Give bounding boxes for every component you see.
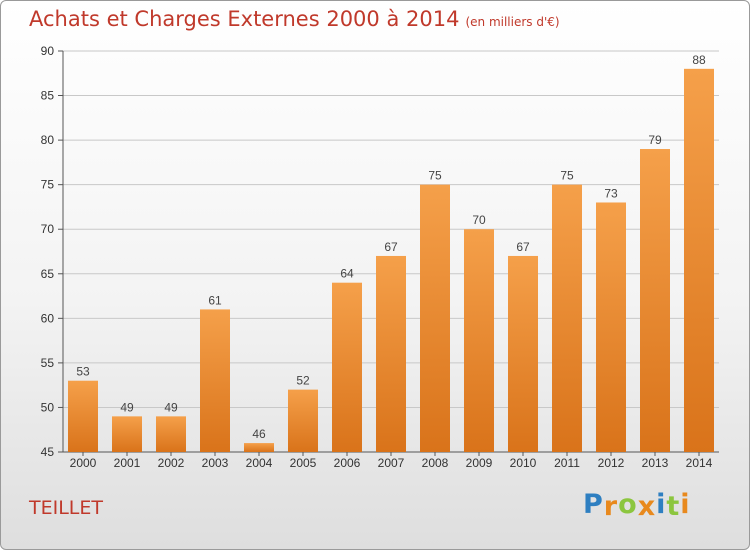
tick-labels: 45 50 55 60 65 70 75 80 85 90 2000 2001 2002 2003 2004… xyxy=(41,44,713,470)
data-label: 70 xyxy=(472,213,486,227)
x-tick-label: 2002 xyxy=(158,456,185,470)
data-label: 73 xyxy=(604,186,618,200)
x-tick-label: 2007 xyxy=(378,456,405,470)
x-tick-label: 2014 xyxy=(686,456,713,470)
logo-letter: i xyxy=(680,489,691,520)
y-tick-label: 75 xyxy=(41,178,55,192)
x-tick-label: 2000 xyxy=(70,456,97,470)
y-tick-label: 60 xyxy=(41,311,55,325)
data-label: 79 xyxy=(648,133,662,147)
y-tick-label: 65 xyxy=(41,267,55,281)
x-tick-label: 2010 xyxy=(510,456,537,470)
bar xyxy=(332,282,362,452)
bar xyxy=(112,416,142,452)
logo-letter: i xyxy=(656,489,667,520)
y-tick-label: 80 xyxy=(41,133,55,147)
data-labels: 53 49 49 61 46 52 64 67 75 70 67 75 73 79 88 xyxy=(76,53,706,441)
bar xyxy=(420,184,450,452)
bar xyxy=(552,184,582,452)
bar xyxy=(244,443,274,452)
proxiti-logo: Proxiti xyxy=(583,489,691,522)
data-label: 49 xyxy=(120,400,134,414)
data-label: 52 xyxy=(296,374,310,388)
x-tick-label: 2003 xyxy=(202,456,229,470)
x-tick-label: 2006 xyxy=(334,456,361,470)
bar xyxy=(68,380,98,452)
data-label: 67 xyxy=(384,240,398,254)
bar xyxy=(156,416,186,452)
logo-letter: o xyxy=(618,489,638,520)
bar xyxy=(640,149,670,452)
logo-letter: t xyxy=(666,491,681,522)
x-tick-label: 2005 xyxy=(290,456,317,470)
bar xyxy=(508,255,538,452)
logo-letter: P xyxy=(583,489,604,520)
chart-unit: (en milliers d'€) xyxy=(465,15,560,29)
data-label: 49 xyxy=(164,400,178,414)
data-label: 46 xyxy=(252,427,266,441)
bars xyxy=(68,68,714,453)
y-tick-label: 55 xyxy=(41,356,55,370)
data-label: 88 xyxy=(692,53,706,67)
data-label: 67 xyxy=(516,240,530,254)
x-tick-label: 2012 xyxy=(598,456,625,470)
x-tick-label: 2009 xyxy=(466,456,493,470)
place-name: TEILLET xyxy=(29,497,103,519)
x-tick-label: 2013 xyxy=(642,456,669,470)
data-label: 75 xyxy=(560,169,574,183)
y-tick-label: 90 xyxy=(41,44,55,58)
bar xyxy=(288,389,318,452)
bar xyxy=(596,202,626,452)
chart-title-text: Achats et Charges Externes 2000 à 2014 xyxy=(29,7,460,31)
data-label: 61 xyxy=(208,293,222,307)
chart-title: Achats et Charges Externes 2000 à 2014 (e… xyxy=(29,7,560,31)
bar xyxy=(464,229,494,452)
bar xyxy=(684,68,714,453)
x-tick-label: 2001 xyxy=(114,456,141,470)
x-tick-label: 2011 xyxy=(554,456,580,470)
y-tick-label: 85 xyxy=(41,89,55,103)
data-label: 53 xyxy=(76,365,90,379)
x-tick-label: 2008 xyxy=(422,456,449,470)
logo-letter: r xyxy=(603,491,619,522)
x-tick-label: 2004 xyxy=(246,456,273,470)
data-label: 75 xyxy=(428,169,442,183)
y-tick-label: 50 xyxy=(41,400,55,414)
bar xyxy=(200,309,230,452)
y-tick-label: 45 xyxy=(41,445,55,459)
y-tick-label: 70 xyxy=(41,222,55,236)
data-label: 64 xyxy=(340,267,354,281)
logo-letter: x xyxy=(637,491,657,522)
bar xyxy=(376,255,406,452)
